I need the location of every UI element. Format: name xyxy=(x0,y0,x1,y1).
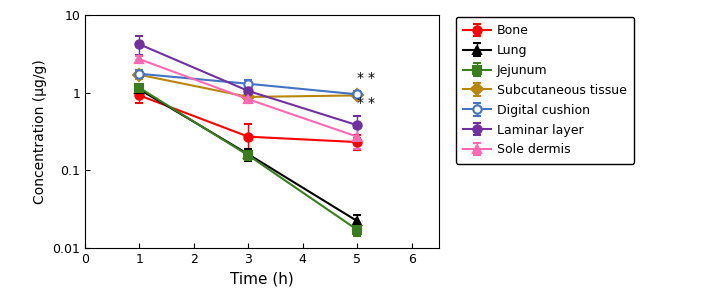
Y-axis label: Concentration (μg/g): Concentration (μg/g) xyxy=(33,59,47,204)
Text: *: * xyxy=(357,96,363,110)
Text: *: * xyxy=(367,71,375,85)
Text: *: * xyxy=(357,71,363,85)
Text: *: * xyxy=(367,96,375,110)
X-axis label: Time (h): Time (h) xyxy=(230,271,294,286)
Legend: Bone, Lung, Jejunum, Subcutaneous tissue, Digital cushion, Laminar layer, Sole d: Bone, Lung, Jejunum, Subcutaneous tissue… xyxy=(456,17,634,164)
